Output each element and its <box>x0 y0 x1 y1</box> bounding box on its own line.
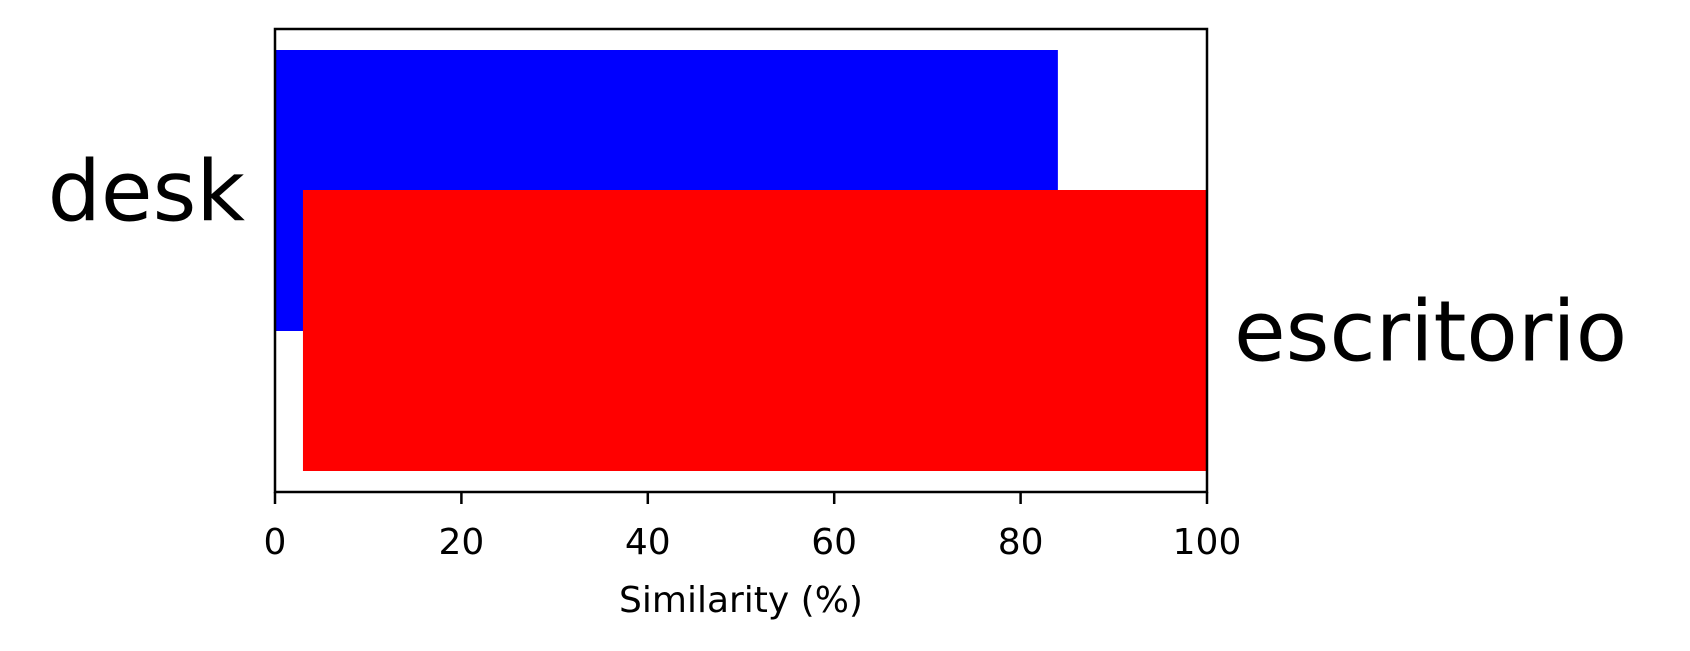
bars-layer <box>275 50 1208 471</box>
x-tick-label: 0 <box>264 522 287 563</box>
bar-escritorio <box>302 190 1208 471</box>
x-tick-label: 60 <box>811 522 857 563</box>
x-tick-label: 20 <box>438 522 484 563</box>
bar-label-escritorio: escritorio <box>1234 283 1627 381</box>
plot-frame <box>273 27 1209 494</box>
x-tick-label: 100 <box>1173 522 1242 563</box>
x-tick-label: 80 <box>998 522 1044 563</box>
x-axis-ticks: 0 20 40 60 80 100 <box>264 492 1242 563</box>
bar-label-desk: desk <box>48 143 246 241</box>
bar-labels: desk escritorio <box>48 143 1628 381</box>
x-tick-label: 40 <box>625 522 671 563</box>
x-axis-label: Similarity (%) <box>619 580 863 621</box>
